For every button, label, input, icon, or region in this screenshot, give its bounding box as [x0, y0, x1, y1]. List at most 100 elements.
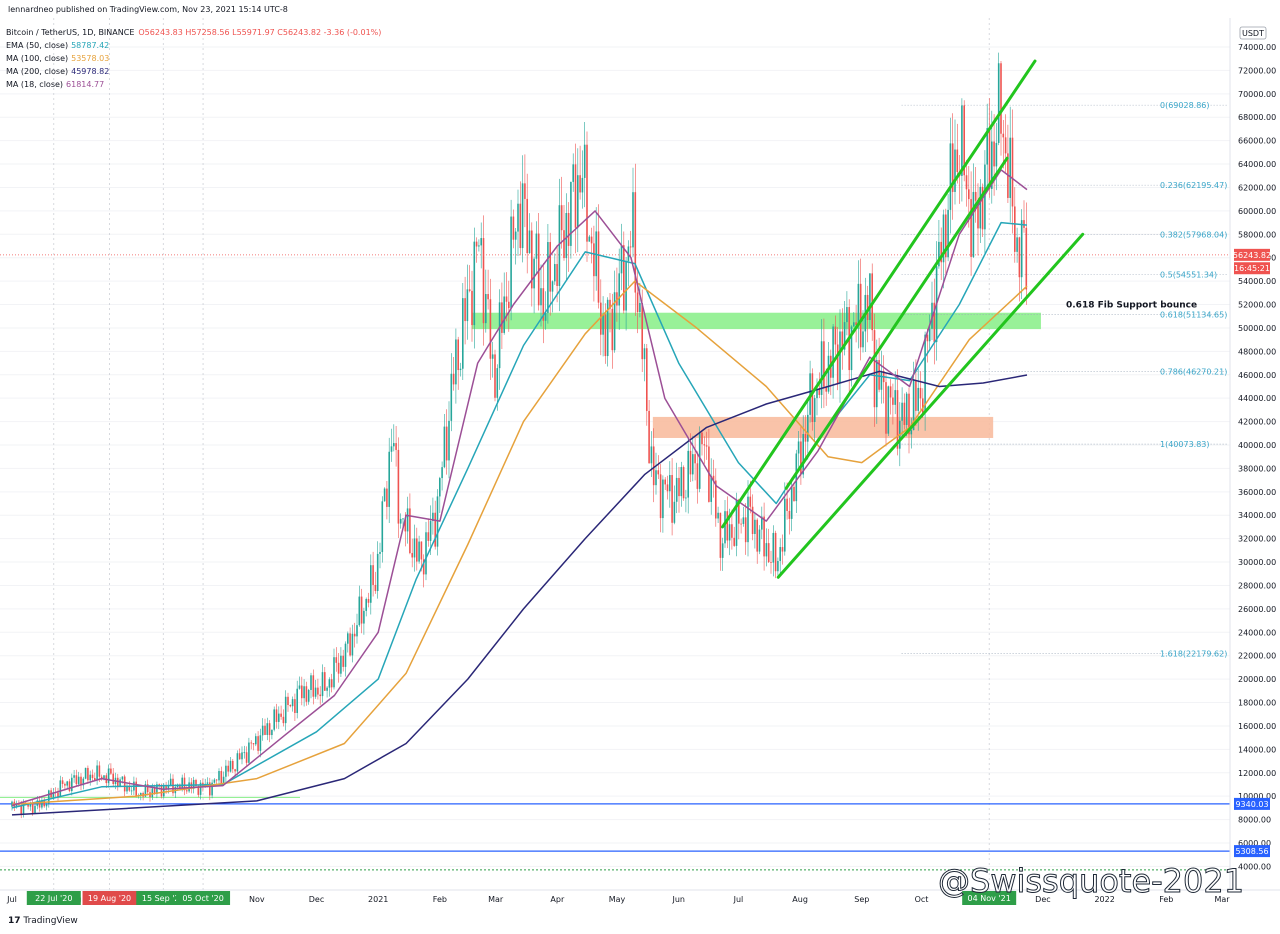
- fib-level-label: 0.236(62195.47): [1160, 181, 1227, 190]
- candle-body: [657, 470, 660, 475]
- price-tick-label: 20000.00: [1238, 675, 1276, 684]
- candle-body: [257, 736, 259, 751]
- candle-body: [788, 510, 791, 519]
- candle-body: [655, 470, 657, 486]
- watermark: @Swissquote-2021: [937, 862, 1245, 901]
- candle-body: [379, 552, 381, 554]
- candle-body: [227, 765, 229, 772]
- date-badge-label: 04 Nov '21: [968, 894, 1011, 903]
- fib-level-label: 1(40073.83): [1160, 440, 1210, 449]
- tradingview-logo[interactable]: 17 TradingView: [8, 916, 78, 926]
- candle-body: [310, 675, 312, 690]
- candle-body: [413, 538, 416, 558]
- candle-body: [832, 326, 834, 378]
- candle-body: [206, 782, 209, 784]
- candle-body: [158, 784, 160, 786]
- candle-body: [526, 198, 528, 254]
- candle-body: [572, 164, 574, 182]
- candle-body: [498, 302, 501, 369]
- indicator-ma200[interactable]: MA (200, close) 45978.82: [6, 67, 110, 76]
- candle-body: [496, 368, 499, 398]
- candle-body: [243, 752, 246, 754]
- ohlc-values: O56243.83 H57258.56 L55971.97 C56243.82 …: [138, 28, 382, 37]
- candle-body: [873, 330, 876, 408]
- candle-body: [213, 779, 216, 783]
- trendlines[interactable]: [721, 59, 1085, 579]
- candle-body: [100, 776, 103, 779]
- candle-body: [358, 596, 361, 626]
- candle-body: [333, 657, 335, 688]
- candle-body: [620, 245, 623, 274]
- candle-body: [537, 233, 540, 306]
- candle-body: [786, 498, 788, 511]
- candle-body: [634, 192, 637, 293]
- candle-body: [841, 331, 844, 350]
- time-tick-label: 2022: [1094, 895, 1114, 904]
- candle-body: [1020, 220, 1023, 278]
- candle-body: [363, 610, 365, 624]
- candle-body: [765, 543, 768, 557]
- candle-body: [144, 784, 147, 797]
- candle-body: [850, 326, 853, 371]
- candle-body: [31, 802, 34, 814]
- candle-body: [432, 512, 434, 522]
- candle-body: [153, 788, 156, 795]
- candle-body: [232, 760, 234, 770]
- candle-body: [186, 790, 188, 792]
- candle-body: [650, 446, 653, 464]
- candle-body: [751, 506, 754, 534]
- candle-body: [646, 348, 648, 411]
- candle-body: [719, 512, 722, 558]
- candle-body: [823, 341, 825, 387]
- price-tick-label: 14000.00: [1238, 745, 1276, 754]
- price-scale[interactable]: 4000.00 6000.00 8000.00 10000.00 12000.00 140…: [1238, 43, 1276, 871]
- candle-body: [397, 449, 400, 524]
- candle-body: [160, 784, 163, 797]
- candle-body: [383, 488, 386, 502]
- candle-body: [586, 144, 588, 242]
- candle-body: [445, 426, 448, 461]
- candle-body: [880, 370, 883, 390]
- price-tag: [1234, 797, 1270, 810]
- time-scale[interactable]: Jul Aug Sep Oct Nov Dec 2021 Feb Mar Apr May Jun Jul…: [6, 891, 1230, 905]
- candle-body: [360, 596, 363, 624]
- candle-body: [181, 777, 183, 788]
- price-tick-label: 22000.00: [1238, 652, 1276, 661]
- date-badge: [26, 891, 81, 905]
- candle-body: [505, 296, 508, 302]
- candle-body: [215, 779, 218, 781]
- candle-body: [491, 354, 494, 359]
- symbol-legend[interactable]: Bitcoin / TetherUS, 1D, BINANCE O56243.83…: [6, 27, 381, 38]
- candle-body: [754, 519, 756, 534]
- candle-body: [544, 312, 547, 321]
- price-tick-label: 8000.00: [1238, 816, 1271, 825]
- indicator-value: 45978.82: [71, 67, 110, 76]
- candle-body: [779, 547, 781, 561]
- tradingview-logo-icon: 17: [8, 916, 21, 926]
- candle-body: [317, 687, 319, 695]
- time-tick-label: 2021: [368, 895, 388, 904]
- candle-body: [524, 183, 526, 199]
- candle-body: [22, 802, 25, 815]
- indicator-ma18[interactable]: MA (18, close) 61814.77: [6, 80, 105, 89]
- indicator-ma100[interactable]: MA (100, close) 53578.03: [6, 54, 110, 63]
- candle-body: [639, 302, 641, 313]
- indicator-ema50[interactable]: EMA (50, close) 58787.42: [6, 41, 110, 50]
- candle-body: [965, 175, 968, 190]
- candle-body: [439, 478, 441, 497]
- candle-body: [367, 599, 370, 603]
- candle-body: [551, 281, 554, 292]
- time-tick-label: Nov: [249, 895, 265, 904]
- candle-body: [726, 511, 729, 541]
- candle-body: [406, 508, 409, 532]
- candle-body: [687, 450, 689, 498]
- candle-body: [121, 776, 124, 780]
- candle-body: [29, 802, 32, 807]
- time-tick-label: May: [609, 895, 626, 904]
- candle-body: [685, 497, 687, 499]
- date-badge: [962, 891, 1017, 905]
- candle-body: [128, 785, 131, 791]
- candle-body: [680, 467, 683, 497]
- candle-body: [324, 672, 326, 691]
